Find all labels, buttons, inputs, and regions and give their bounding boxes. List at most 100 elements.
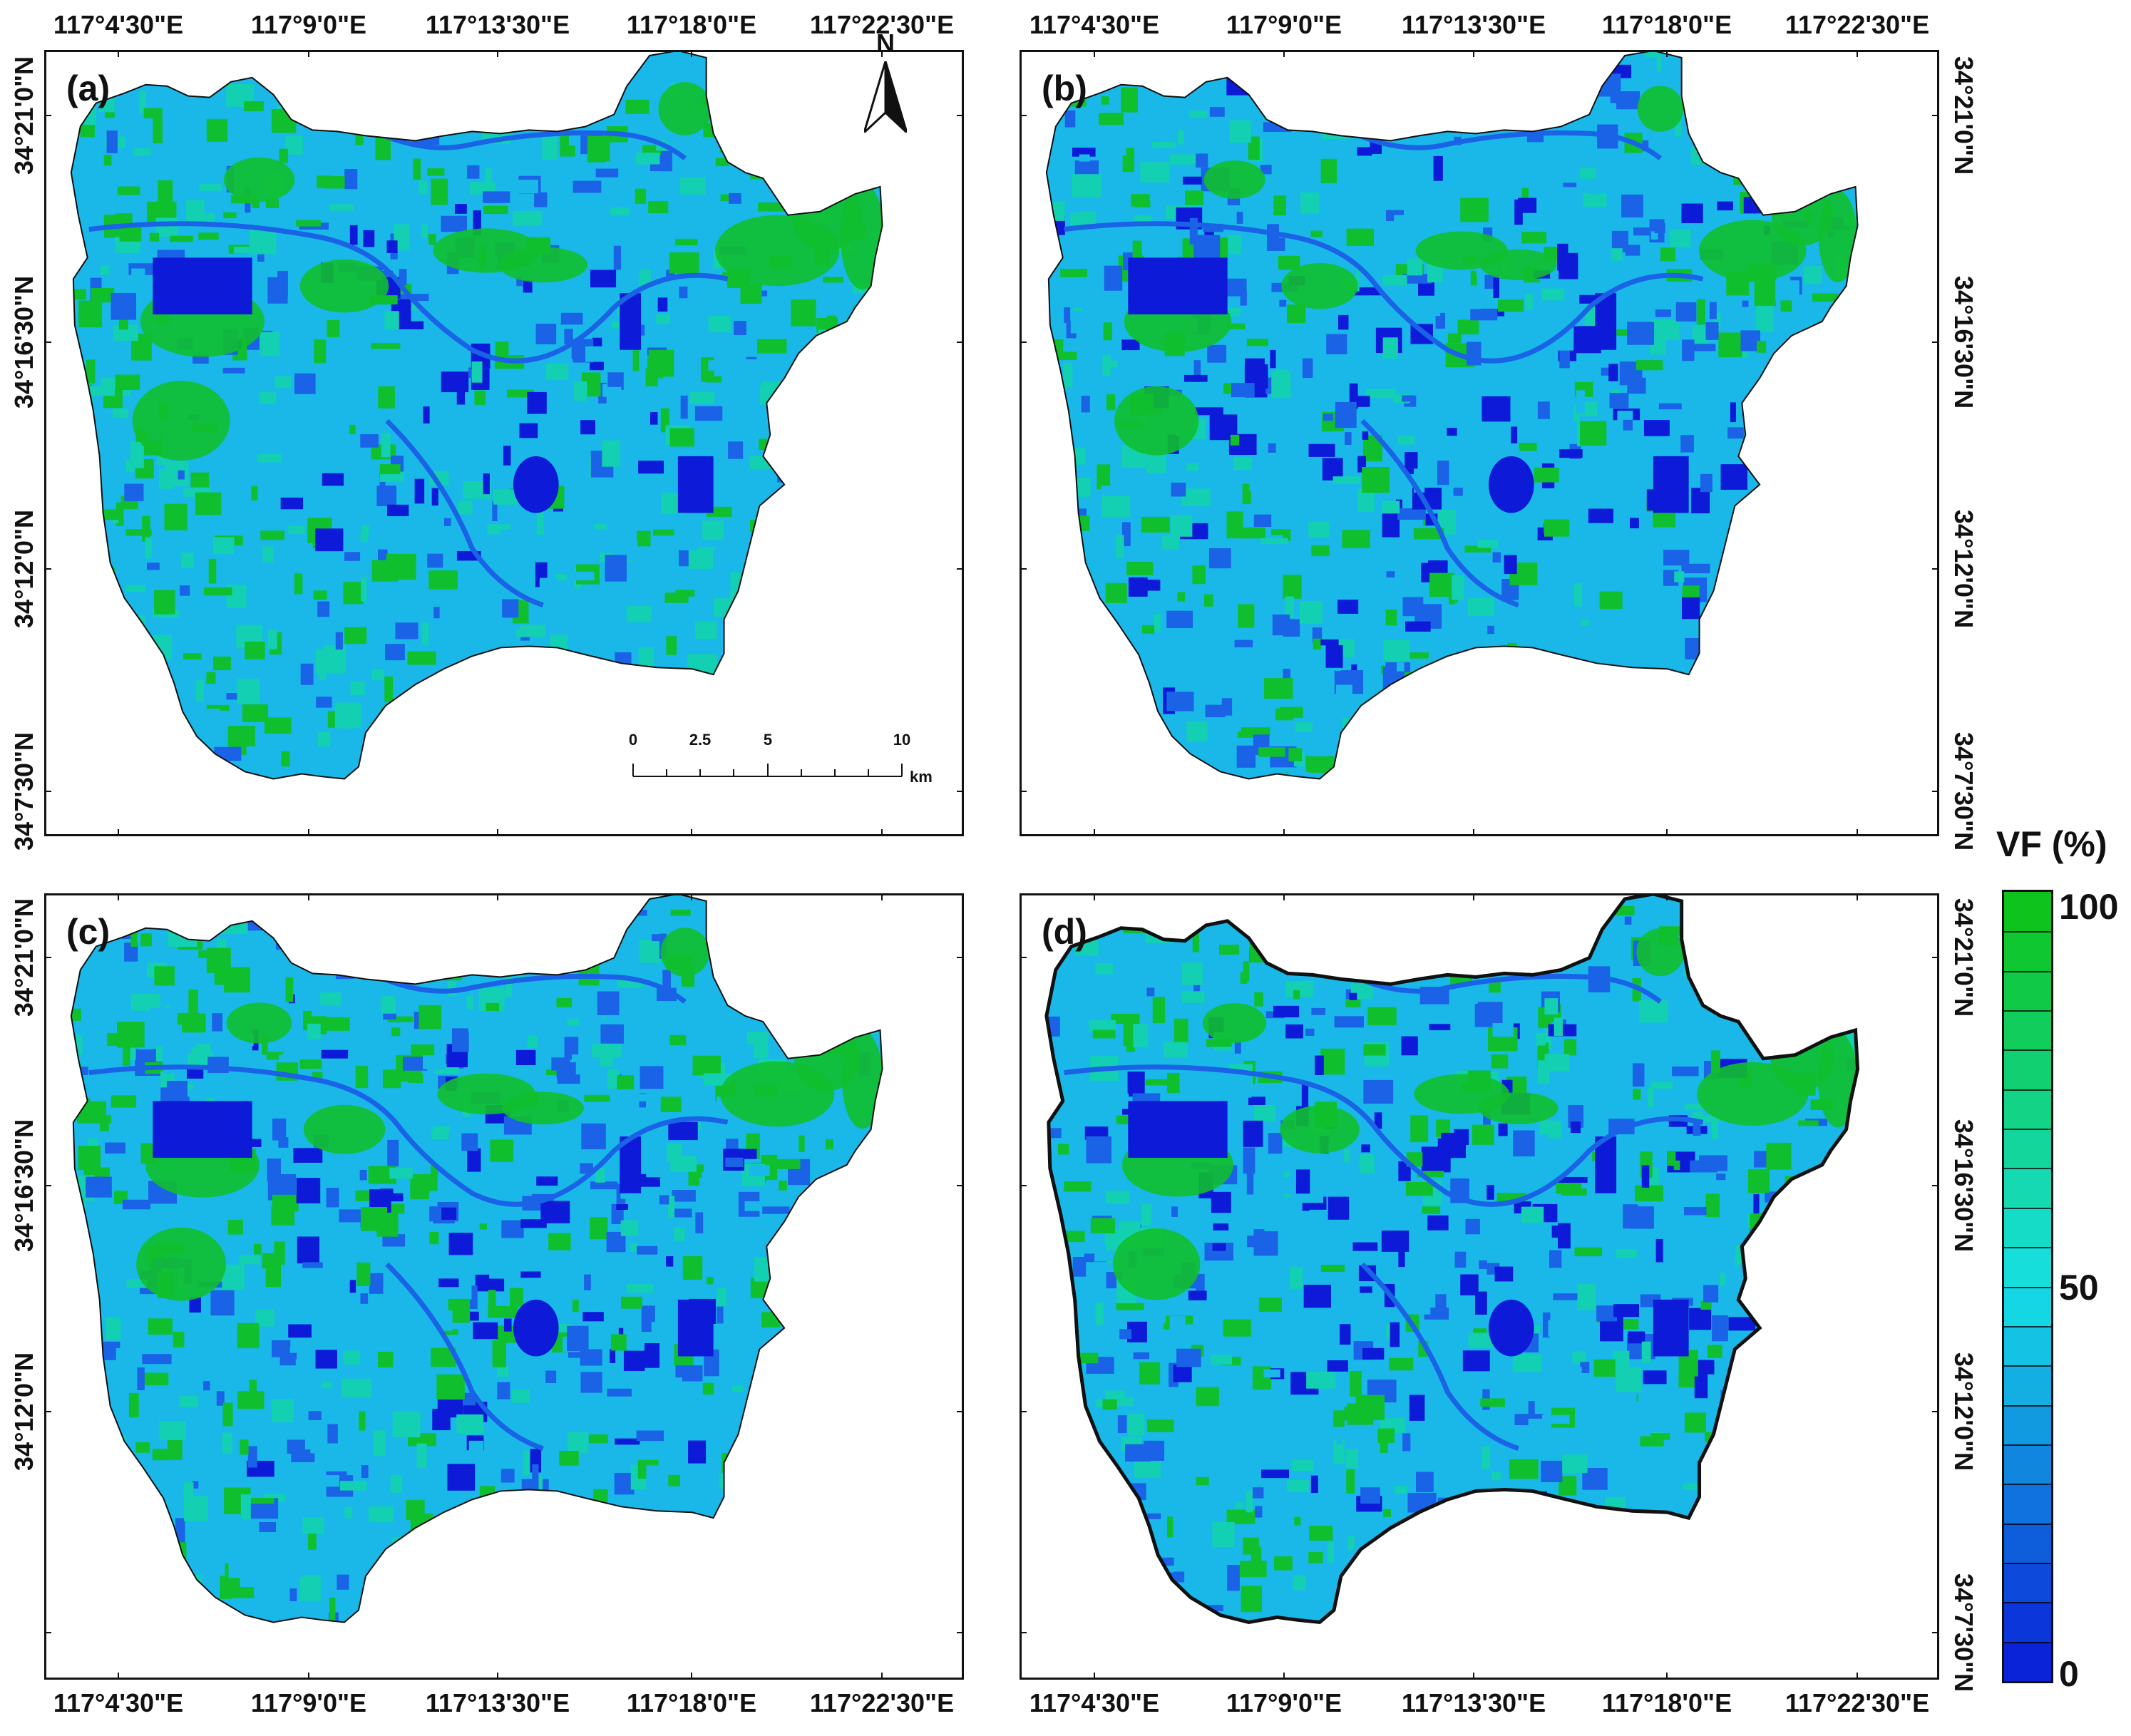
land-cover-patch [1310, 1475, 1318, 1494]
land-cover-patch [329, 1597, 336, 1623]
land-cover-patch [1327, 1542, 1335, 1563]
water-body [1653, 1299, 1689, 1357]
land-cover-patch [741, 962, 759, 981]
land-cover-patch [280, 497, 304, 510]
land-cover-patch [249, 229, 277, 255]
land-cover-patch [49, 1656, 66, 1668]
land-cover-patch [1613, 1304, 1640, 1318]
land-cover-patch [829, 1597, 853, 1623]
land-cover-patch [262, 546, 274, 563]
land-cover-patch [1643, 1370, 1667, 1385]
land-cover-patch [1523, 761, 1546, 776]
land-cover-patch [232, 791, 257, 804]
land-cover-patch [772, 649, 794, 660]
graticule-tick [1283, 50, 1285, 57]
land-cover-patch [1092, 1029, 1116, 1039]
land-cover-patch [1277, 908, 1298, 923]
land-cover-patch [1689, 1546, 1717, 1568]
land-cover-patch [572, 476, 581, 493]
land-cover-patch [1408, 1664, 1429, 1678]
land-cover-patch [1576, 390, 1585, 414]
land-cover-patch [1842, 319, 1858, 338]
land-cover-patch [953, 1034, 962, 1050]
land-cover-patch [523, 1450, 530, 1476]
land-cover-patch [1438, 702, 1456, 721]
land-cover-patch [292, 65, 319, 91]
land-cover-patch [781, 580, 799, 603]
land-cover-patch [1273, 195, 1286, 216]
land-cover-patch [941, 232, 956, 246]
land-cover-patch [167, 1434, 183, 1460]
land-cover-patch [428, 1191, 438, 1207]
land-cover-patch [564, 329, 573, 344]
land-cover-patch [632, 345, 640, 371]
land-cover-patch [1874, 1635, 1886, 1657]
land-cover-patch [915, 1164, 940, 1191]
land-cover-patch [1236, 212, 1243, 224]
land-cover-patch [1930, 1052, 1937, 1060]
land-cover-patch [630, 406, 650, 428]
land-cover-patch [1779, 361, 1802, 388]
land-cover-patch [1534, 467, 1559, 483]
land-cover-patch [915, 575, 930, 582]
land-cover-patch [123, 1044, 130, 1067]
land-cover-patch [73, 442, 86, 452]
land-cover-patch [1774, 564, 1797, 585]
land-cover-patch [1588, 1630, 1617, 1656]
graticule-tick [1094, 893, 1095, 900]
land-cover-patch [747, 1479, 766, 1497]
land-cover-patch [456, 1414, 484, 1433]
legend-title: VF (%) [1996, 824, 2107, 864]
land-cover-patch [904, 1228, 926, 1251]
graticule-tick [1932, 1185, 1939, 1186]
land-cover-patch [1185, 190, 1204, 205]
land-cover-patch [384, 311, 399, 330]
land-cover-patch [1088, 1019, 1116, 1032]
land-cover-patch [225, 1677, 234, 1678]
land-cover-patch [1342, 530, 1370, 548]
land-cover-patch [1544, 794, 1568, 804]
land-cover-patch [1459, 1539, 1482, 1561]
land-cover-patch [547, 1615, 554, 1623]
land-cover-patch [1921, 615, 1937, 627]
land-cover-patch [1829, 58, 1858, 70]
land-cover-patch [742, 78, 764, 105]
land-cover-patch [607, 1069, 620, 1089]
land-cover-patch [1778, 903, 1807, 910]
land-cover-patch [1863, 531, 1869, 539]
land-cover-patch [1673, 1160, 1680, 1171]
land-cover-patch [599, 680, 614, 705]
land-cover-patch [868, 1517, 880, 1541]
land-cover-patch [1508, 945, 1516, 952]
land-cover-patch [1189, 111, 1208, 118]
land-cover-patch [1755, 305, 1774, 332]
land-cover-patch [1737, 811, 1757, 834]
land-cover-patch [386, 1620, 402, 1623]
land-cover-patch [878, 157, 883, 176]
land-cover-patch [1407, 258, 1423, 276]
land-cover-patch [1332, 476, 1360, 484]
land-cover-patch [1060, 515, 1090, 531]
land-cover-patch [114, 679, 123, 689]
land-cover-patch [1916, 442, 1929, 468]
land-cover-patch [1141, 731, 1162, 746]
land-cover-patch [1930, 495, 1937, 510]
land-cover-patch [1271, 371, 1291, 399]
land-cover-patch [1829, 997, 1839, 1007]
land-cover-patch [1809, 1305, 1822, 1312]
land-cover-patch [734, 321, 746, 335]
land-cover-patch [1906, 1669, 1930, 1678]
land-cover-patch [108, 727, 123, 753]
land-cover-patch [692, 1530, 717, 1547]
land-cover-patch [1625, 245, 1640, 256]
land-cover-patch [140, 58, 170, 84]
land-cover-patch [1714, 655, 1733, 662]
land-cover-patch [833, 545, 849, 569]
land-cover-patch [228, 508, 235, 533]
land-cover-patch [124, 483, 144, 502]
land-cover-patch [1452, 575, 1464, 600]
land-cover-patch [1231, 383, 1255, 398]
land-cover-patch [122, 692, 141, 714]
land-cover-patch [1422, 1656, 1431, 1678]
land-cover-patch [1824, 1552, 1852, 1563]
